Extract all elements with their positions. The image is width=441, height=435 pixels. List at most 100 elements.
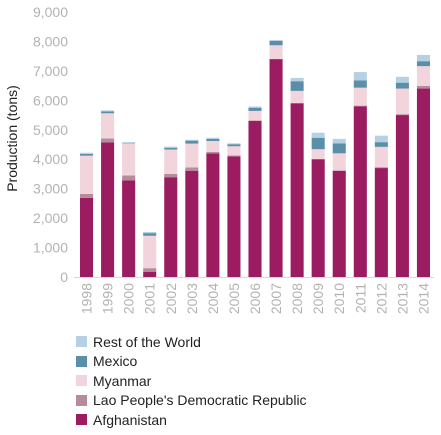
y-tick-label: 7,000 — [33, 63, 68, 79]
bar-segment — [101, 138, 115, 143]
bar-segment — [80, 193, 94, 198]
bar-segment — [332, 171, 346, 277]
bar-segment — [101, 111, 115, 114]
x-tick-label: 2001 — [142, 283, 158, 314]
y-tick-label: 8,000 — [33, 33, 68, 49]
x-tick-label: 2010 — [331, 283, 347, 314]
bar-segment — [227, 155, 241, 157]
bar-segment — [206, 138, 220, 141]
bar-segment — [290, 77, 304, 82]
bar-segment — [143, 271, 157, 277]
bar-segment — [374, 135, 388, 143]
bar-segment — [311, 132, 325, 138]
bar-segment — [248, 107, 262, 111]
bar-segment — [80, 197, 94, 277]
y-tick-label: 4,000 — [33, 151, 68, 167]
bar-segment — [143, 268, 157, 272]
bar-segment — [80, 152, 94, 154]
stacked-bar-chart: 0 1,000 2,000 3,000 4,000 5,000 6,000 7,000 8,00… — [4, 4, 434, 314]
legend-item: Mexico — [76, 352, 436, 372]
x-tick-label: 2000 — [121, 283, 137, 314]
bar-segment — [122, 143, 136, 176]
bars — [80, 39, 430, 277]
bar-segment — [143, 235, 157, 269]
bar-segment — [311, 137, 325, 150]
bar-segment — [311, 159, 325, 277]
bar-segment — [353, 80, 367, 88]
bar-segment — [164, 173, 178, 178]
bar-segment — [416, 61, 430, 67]
bar-segment — [269, 45, 283, 59]
bar-segment — [332, 138, 346, 144]
bar-segment — [164, 147, 178, 150]
bar-segment — [185, 139, 199, 141]
bar-segment — [143, 233, 157, 236]
y-tick-label: 5,000 — [33, 122, 68, 138]
bar-segment — [395, 82, 409, 89]
x-tick-label: 2014 — [415, 283, 431, 314]
legend-label: Lao People's Democratic Republic — [93, 392, 307, 409]
x-tick-label: 2008 — [289, 283, 305, 314]
bar-segment — [416, 85, 430, 89]
y-axis-ticks: 0 1,000 2,000 3,000 4,000 5,000 6,000 7,000 8,00… — [33, 4, 68, 285]
bar-segment — [374, 167, 388, 169]
bar-segment — [206, 151, 220, 154]
bar-segment — [122, 142, 136, 143]
bar-segment — [164, 177, 178, 277]
legend-label: Rest of the World — [93, 333, 201, 350]
bar-segment — [311, 149, 325, 159]
bar-segment — [374, 142, 388, 147]
bar-segment — [290, 81, 304, 91]
bar-segment — [290, 90, 304, 103]
x-tick-label: 2004 — [205, 283, 221, 314]
bar-segment — [353, 72, 367, 81]
bar-segment — [395, 88, 409, 115]
x-tick-label: 2002 — [163, 283, 179, 314]
bar-segment — [269, 59, 283, 277]
bar-segment — [101, 110, 115, 112]
bar-segment — [374, 146, 388, 168]
bar-segment — [122, 175, 136, 181]
bar-segment — [353, 106, 367, 277]
legend-swatch — [76, 394, 87, 406]
bar-segment — [185, 171, 199, 277]
bar-segment — [164, 149, 178, 174]
x-axis-ticks: 1998 1999 2000 2001 2002 2003 2004 2005 2006 2007… — [79, 283, 432, 314]
bar-segment — [290, 103, 304, 277]
x-tick-label: 2011 — [352, 283, 368, 313]
x-tick-label: 1999 — [100, 283, 116, 314]
bar-segment — [80, 153, 94, 156]
bar-segment — [395, 115, 409, 277]
bar-segment — [248, 106, 262, 108]
x-tick-label: 2012 — [373, 283, 389, 314]
x-tick-label: 2013 — [394, 283, 410, 314]
y-tick-label: 2,000 — [33, 210, 68, 226]
bar-segment — [332, 143, 346, 154]
bar-segment — [332, 170, 346, 171]
bar-segment — [248, 120, 262, 121]
legend-swatch — [76, 414, 87, 426]
bar-segment — [374, 168, 388, 277]
legend-swatch — [76, 336, 87, 348]
legend-swatch — [76, 355, 87, 367]
legend-label: Myanmar — [93, 372, 152, 389]
bar-segment — [206, 140, 220, 152]
bar-segment — [227, 156, 241, 277]
bar-segment — [101, 113, 115, 139]
bar-segment — [164, 146, 178, 148]
bar-segment — [143, 231, 157, 234]
x-tick-label: 2007 — [268, 283, 284, 314]
bar-segment — [269, 40, 283, 46]
x-tick-label: 1998 — [79, 283, 95, 314]
bar-segment — [122, 142, 136, 144]
y-axis-label: Production (tons) — [4, 85, 20, 192]
bar-segment — [248, 110, 262, 121]
y-tick-label: 1,000 — [33, 240, 68, 256]
bar-segment — [227, 146, 241, 156]
legend-item: Lao People's Democratic Republic — [76, 391, 436, 411]
bar-segment — [353, 105, 367, 107]
legend-swatch — [76, 375, 87, 387]
bar-segment — [122, 180, 136, 277]
x-tick-label: 2005 — [226, 283, 242, 314]
y-tick-label: 0 — [60, 269, 68, 285]
